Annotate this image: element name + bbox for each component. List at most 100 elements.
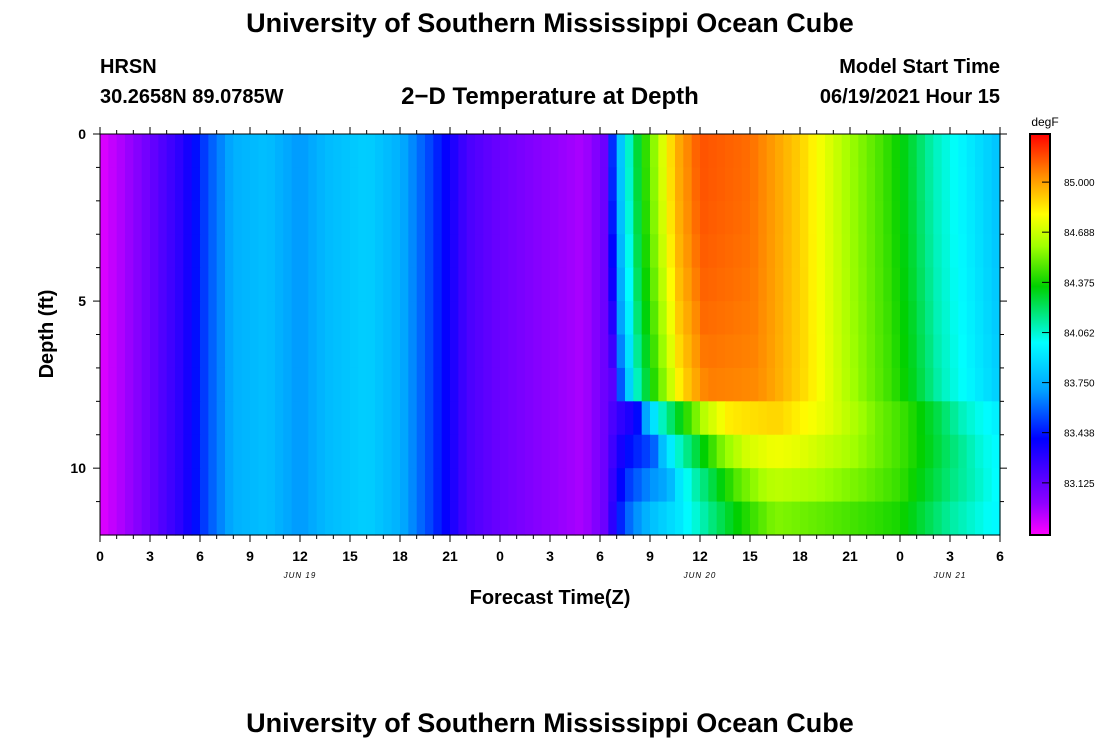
heatmap-cell	[966, 200, 976, 235]
heatmap-cell	[383, 234, 393, 269]
heatmap-cell	[733, 167, 743, 202]
heatmap-cell	[283, 501, 293, 536]
heatmap-cell	[191, 301, 201, 336]
heatmap-cell	[700, 501, 709, 536]
heatmap-cell	[700, 334, 709, 369]
heatmap-cell	[808, 267, 818, 302]
heatmap-cell	[183, 334, 193, 369]
heatmap-cell	[458, 501, 468, 536]
heatmap-cell	[100, 267, 109, 302]
heatmap-cell	[608, 301, 618, 336]
heatmap-cell	[500, 301, 509, 336]
heatmap-cell	[683, 367, 693, 402]
heatmap-cell	[900, 134, 909, 169]
heatmap-cell	[641, 134, 651, 169]
heatmap-cell	[858, 267, 868, 302]
heatmap-cell	[658, 367, 668, 402]
heatmap-cell	[900, 468, 909, 503]
colorbar-tick-label: 83.750	[1064, 379, 1095, 390]
heatmap-cell	[708, 234, 718, 269]
heatmap-cell	[291, 367, 301, 402]
heatmap-cell	[883, 234, 893, 269]
heatmap-cell	[983, 401, 993, 436]
heatmap-cell	[758, 301, 768, 336]
heatmap-cell	[725, 234, 734, 269]
heatmap-cell	[225, 401, 234, 436]
heatmap-cell	[608, 501, 618, 536]
heatmap-cell	[191, 468, 201, 503]
heatmap-cell	[766, 367, 776, 402]
heatmap-cell	[583, 134, 593, 169]
heatmap-cell	[233, 501, 243, 536]
heatmap-cell	[508, 267, 518, 302]
heatmap-cell	[125, 468, 134, 503]
heatmap-cell	[491, 367, 501, 402]
heatmap-cell	[708, 334, 718, 369]
heatmap-cell	[925, 134, 934, 169]
heatmap-cell	[200, 267, 209, 302]
heatmap-cell	[391, 334, 401, 369]
heatmap-cell	[483, 200, 493, 235]
heatmap-cell	[375, 267, 384, 302]
heatmap-cell	[566, 367, 576, 402]
heatmap-cell	[558, 234, 568, 269]
heatmap-cell	[541, 200, 551, 235]
heatmap-cell	[133, 401, 143, 436]
heatmap-cell	[200, 434, 209, 469]
heatmap-cell	[116, 367, 126, 402]
heatmap-cell	[500, 134, 509, 169]
heatmap-cell	[966, 468, 976, 503]
heatmap-cell	[950, 301, 959, 336]
heatmap-cell	[616, 367, 626, 402]
heatmap-cell	[800, 167, 809, 202]
heatmap-cell	[583, 200, 593, 235]
heatmap-cell	[225, 200, 234, 235]
heatmap-cell	[916, 301, 926, 336]
heatmap-cell	[425, 468, 434, 503]
heatmap-cell	[216, 301, 226, 336]
heatmap-cell	[575, 401, 584, 436]
heatmap-cell	[600, 167, 609, 202]
heatmap-cell	[800, 301, 809, 336]
heatmap-cell	[341, 501, 351, 536]
heatmap-cell	[333, 434, 343, 469]
heatmap-cell	[183, 434, 193, 469]
heatmap-cell	[983, 301, 993, 336]
heatmap-cell	[908, 434, 918, 469]
heatmap-cell	[800, 334, 809, 369]
heatmap-cell	[775, 301, 784, 336]
heatmap-cell	[391, 167, 401, 202]
heatmap-cell	[216, 468, 226, 503]
heatmap-cell	[241, 367, 251, 402]
heatmap-cell	[566, 468, 576, 503]
heatmap-cell	[883, 200, 893, 235]
heatmap-cell	[950, 134, 959, 169]
heatmap-cell	[691, 334, 701, 369]
colorbar	[1029, 133, 1051, 536]
heatmap-cell	[908, 367, 918, 402]
heatmap-cell	[908, 167, 918, 202]
heatmap-cell	[891, 134, 901, 169]
heatmap-cell	[283, 301, 293, 336]
heatmap-cell	[625, 134, 634, 169]
heatmap-cell	[158, 334, 168, 369]
heatmap-cell	[950, 434, 959, 469]
heatmap-cell	[625, 468, 634, 503]
heatmap-cell	[950, 267, 959, 302]
heatmap-cell	[183, 200, 193, 235]
heatmap-cell	[483, 267, 493, 302]
heatmap-cell	[475, 501, 484, 536]
heatmap-cell	[241, 267, 251, 302]
heatmap-cell	[133, 134, 143, 169]
heatmap-cell	[800, 200, 809, 235]
heatmap-cell	[700, 401, 709, 436]
heatmap-cell	[225, 301, 234, 336]
heatmap-cell	[508, 134, 518, 169]
heatmap-cell	[750, 267, 759, 302]
heatmap-cell	[308, 468, 318, 503]
heatmap-cell	[550, 167, 559, 202]
heatmap-cell	[966, 267, 976, 302]
heatmap-cell	[558, 501, 568, 536]
heatmap-cell	[400, 167, 409, 202]
heatmap-cell	[200, 200, 209, 235]
